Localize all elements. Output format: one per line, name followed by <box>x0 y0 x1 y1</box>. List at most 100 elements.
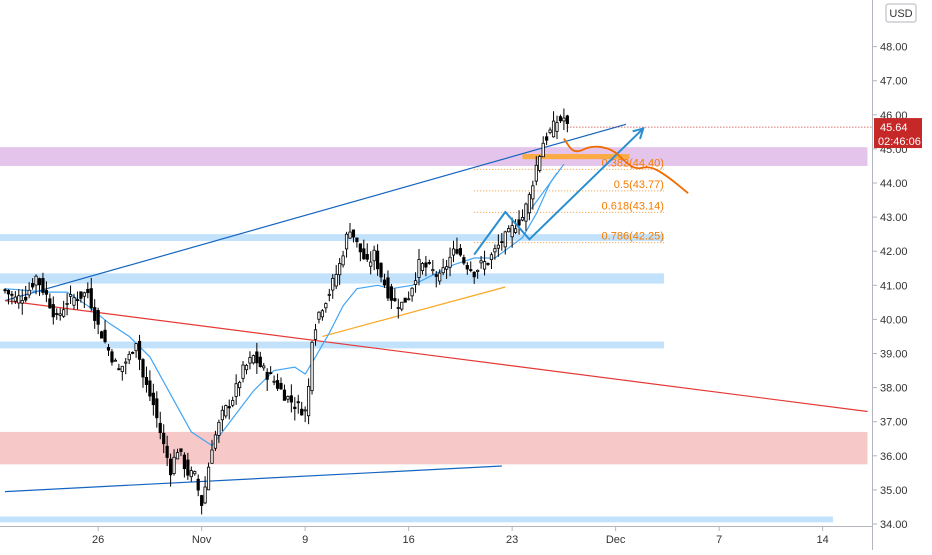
candle-body <box>344 233 349 250</box>
candle-body <box>10 293 14 296</box>
candle-body <box>196 478 200 491</box>
candle <box>10 290 14 305</box>
candle <box>558 114 563 123</box>
candle-body <box>510 225 514 238</box>
candle <box>365 243 369 263</box>
candle-body <box>13 296 17 302</box>
candle-body <box>369 261 373 267</box>
candle-body <box>455 249 459 254</box>
candle <box>362 239 366 260</box>
candle-body <box>393 298 397 302</box>
blue-lower-trendline <box>4 465 502 493</box>
candle-body <box>479 260 483 264</box>
candle-body <box>520 217 525 221</box>
candle <box>279 377 283 390</box>
candle <box>334 265 338 290</box>
price-tick-label: 37.00 <box>880 417 908 429</box>
candle-body <box>431 269 435 272</box>
candle-body <box>403 297 407 303</box>
candle-body <box>496 244 500 249</box>
candle <box>289 384 293 413</box>
candle-body <box>255 351 259 364</box>
candle <box>68 285 73 304</box>
fib-levels-layer: 0.382(44.40) 0.5(43.77) 0.618(43.14) 0.786(… <box>474 157 664 244</box>
candle <box>438 269 442 285</box>
candle <box>172 449 176 476</box>
candle <box>24 285 28 303</box>
candle-body <box>558 116 563 122</box>
candle <box>200 494 204 515</box>
candle <box>465 262 469 275</box>
candle-body <box>41 278 45 293</box>
candle-body <box>37 278 42 286</box>
candle <box>338 257 342 286</box>
candle <box>120 365 124 381</box>
candle-body <box>175 452 180 460</box>
candle <box>175 448 180 460</box>
price-tick-label: 36.00 <box>880 451 908 463</box>
candle <box>472 271 476 284</box>
candle <box>341 250 345 268</box>
candle-body <box>65 302 69 305</box>
current-price-value: 45.64 <box>880 122 908 134</box>
candle-body <box>482 261 487 270</box>
candle-body <box>34 275 38 286</box>
candle <box>448 247 452 277</box>
candle <box>282 384 287 401</box>
candle-body <box>189 470 193 478</box>
candle-body <box>444 266 449 270</box>
candle-body <box>348 231 352 239</box>
candle <box>500 232 504 251</box>
price-tick-label: 48.00 <box>880 42 908 54</box>
time-tick-label: 16 <box>403 534 415 546</box>
currency-badge[interactable]: USD <box>885 3 917 23</box>
candle <box>306 378 311 425</box>
time-axis[interactable]: 26 Nov 9 16 23 Dec 7 14 <box>92 527 829 546</box>
candle <box>65 293 69 316</box>
candle-body <box>545 136 549 141</box>
current-price-tag: 45.64 02:46:06 <box>874 118 922 148</box>
candle <box>248 351 252 370</box>
candle <box>379 262 383 283</box>
candle-body <box>51 304 55 318</box>
candle-body <box>293 406 297 410</box>
fib-level-label: 0.5(43.77) <box>614 179 664 191</box>
time-tick-label: 7 <box>716 534 722 546</box>
price-tick-label: 44.00 <box>880 178 908 190</box>
candle <box>375 244 380 276</box>
candle <box>131 351 135 355</box>
candle-body <box>500 241 504 244</box>
candle <box>203 476 207 505</box>
candle <box>86 282 90 299</box>
candle <box>58 308 62 321</box>
candle-body <box>375 250 380 270</box>
time-tick-label: Dec <box>606 534 626 546</box>
candle-body <box>379 262 383 278</box>
purple-zone <box>0 147 868 166</box>
candle <box>455 237 459 255</box>
bar-countdown: 02:46:06 <box>878 136 921 148</box>
orange-resistance-box <box>522 154 630 160</box>
candle <box>106 344 111 356</box>
candle <box>317 311 321 324</box>
candle-body <box>472 271 476 278</box>
candle <box>30 278 35 290</box>
candle-body <box>134 343 138 352</box>
candle-body <box>200 495 204 506</box>
candle <box>510 217 514 248</box>
candle <box>451 240 456 263</box>
candle <box>41 272 45 296</box>
candle <box>113 358 117 362</box>
candle <box>393 288 397 302</box>
candle-body <box>541 142 545 158</box>
candle-body <box>289 395 293 403</box>
candle-body <box>213 434 218 449</box>
candle-body <box>241 364 245 379</box>
candle <box>548 127 552 135</box>
candle <box>496 234 500 257</box>
forecast-path <box>563 138 689 194</box>
candle <box>531 180 535 210</box>
price-axis[interactable]: 34.00 35.00 36.00 37.00 38.00 39.00 40.00 41.00… <box>873 42 908 531</box>
